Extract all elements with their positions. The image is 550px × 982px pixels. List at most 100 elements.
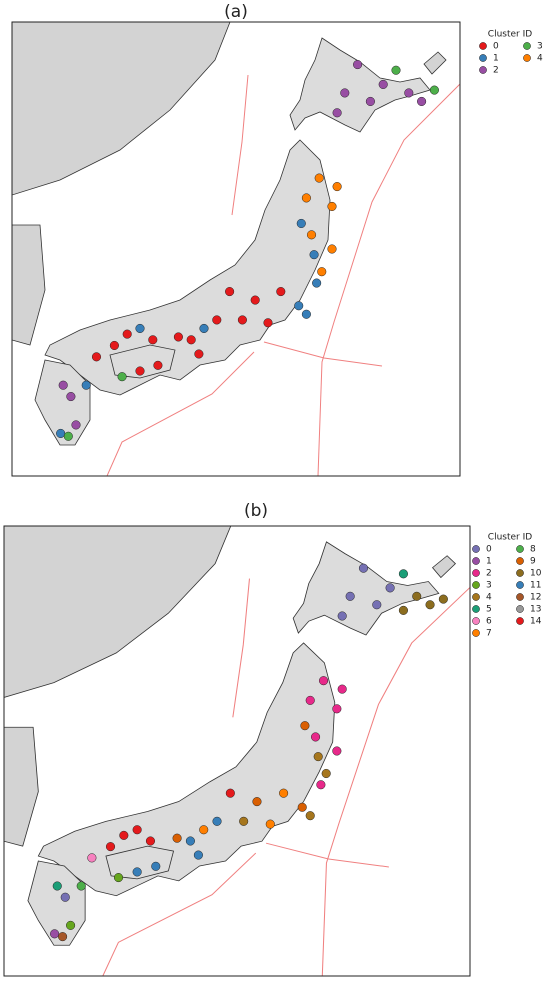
station-point	[52, 881, 62, 891]
station-point	[301, 193, 311, 203]
station-point	[81, 380, 91, 390]
station-point	[172, 833, 182, 843]
station-point	[306, 230, 317, 240]
station-point	[297, 802, 307, 812]
legend-label: 7	[486, 629, 492, 639]
station-point	[225, 788, 235, 798]
station-point	[391, 65, 401, 75]
station-point	[58, 380, 68, 390]
station-point	[87, 853, 97, 863]
station-point	[185, 836, 195, 846]
legend-label: 4	[486, 593, 492, 603]
legend-swatch	[472, 605, 480, 613]
station-point	[305, 811, 315, 821]
station-point	[91, 352, 102, 362]
legend-swatch	[516, 581, 524, 589]
station-point	[316, 780, 326, 790]
station-point	[153, 360, 163, 370]
station-point	[332, 182, 342, 192]
station-point	[294, 301, 304, 311]
station-point	[135, 323, 145, 334]
station-point	[309, 250, 319, 260]
legend-swatch	[472, 581, 480, 589]
legend-label: 13	[530, 605, 541, 615]
station-point	[353, 60, 363, 70]
station-point	[212, 816, 222, 826]
legend-swatch	[516, 605, 524, 613]
station-point	[132, 825, 142, 835]
map-panel	[11, 21, 461, 477]
station-point	[300, 721, 310, 731]
station-point	[63, 431, 73, 441]
station-point	[105, 842, 116, 852]
legend-label: 9	[530, 557, 536, 567]
map-frame	[3, 525, 471, 977]
station-point	[145, 836, 156, 846]
legend-swatch	[516, 593, 524, 601]
legend-swatch	[472, 557, 480, 565]
station-point	[173, 332, 183, 342]
legend-label: 11	[530, 581, 541, 591]
station-point	[239, 816, 249, 826]
legend-label: 4	[537, 54, 543, 64]
map-frame	[11, 21, 461, 477]
station-point	[199, 825, 209, 835]
station-point	[372, 600, 382, 610]
station-point	[250, 295, 260, 305]
legend-label: 14	[530, 617, 542, 627]
legend-swatch	[523, 54, 531, 62]
station-point	[237, 315, 247, 325]
station-point	[50, 929, 60, 939]
station-point	[109, 340, 119, 351]
station-point	[332, 704, 342, 714]
station-point	[340, 88, 350, 98]
station-point	[398, 605, 408, 615]
station-point	[425, 600, 435, 610]
station-point	[252, 797, 262, 807]
legend-label: 5	[486, 605, 492, 615]
legend-label: 0	[486, 545, 492, 555]
panel-label: (b)	[244, 501, 268, 521]
station-point	[225, 287, 235, 297]
legend-label: 3	[486, 581, 492, 591]
legend-label: 12	[530, 593, 541, 603]
station-point	[321, 768, 331, 779]
station-point	[314, 173, 324, 183]
legend-swatch	[472, 629, 480, 637]
station-point	[296, 218, 306, 229]
station-point	[385, 583, 395, 593]
station-point	[345, 591, 355, 601]
station-point	[58, 932, 68, 942]
station-point	[194, 349, 204, 359]
legend-label: 3	[537, 42, 543, 52]
station-point	[71, 420, 81, 430]
legend-swatch	[523, 42, 531, 50]
legend-label: 2	[493, 66, 499, 76]
legend-label: 6	[486, 617, 492, 627]
legend-swatch	[472, 593, 480, 601]
legend-swatch	[516, 617, 524, 625]
station-point	[122, 329, 132, 339]
legend-label: 1	[493, 54, 499, 64]
station-point	[365, 96, 375, 106]
station-point	[311, 732, 321, 742]
map-panel	[3, 525, 471, 977]
legend-title: Cluster ID	[488, 533, 532, 543]
station-point	[332, 108, 342, 118]
station-point	[305, 695, 315, 705]
legend-label: 8	[530, 545, 536, 555]
station-point	[117, 372, 127, 382]
station-point	[66, 920, 76, 930]
station-point	[151, 861, 161, 871]
station-point	[276, 287, 286, 297]
station-point	[312, 278, 322, 288]
legend-swatch	[472, 569, 480, 577]
station-point	[438, 594, 448, 604]
station-point	[119, 830, 129, 840]
station-point	[148, 335, 158, 345]
station-point	[429, 85, 439, 95]
legend-swatch	[479, 42, 487, 50]
legend-label: 0	[493, 42, 499, 52]
station-point	[313, 752, 323, 762]
legend-swatch	[516, 545, 524, 553]
